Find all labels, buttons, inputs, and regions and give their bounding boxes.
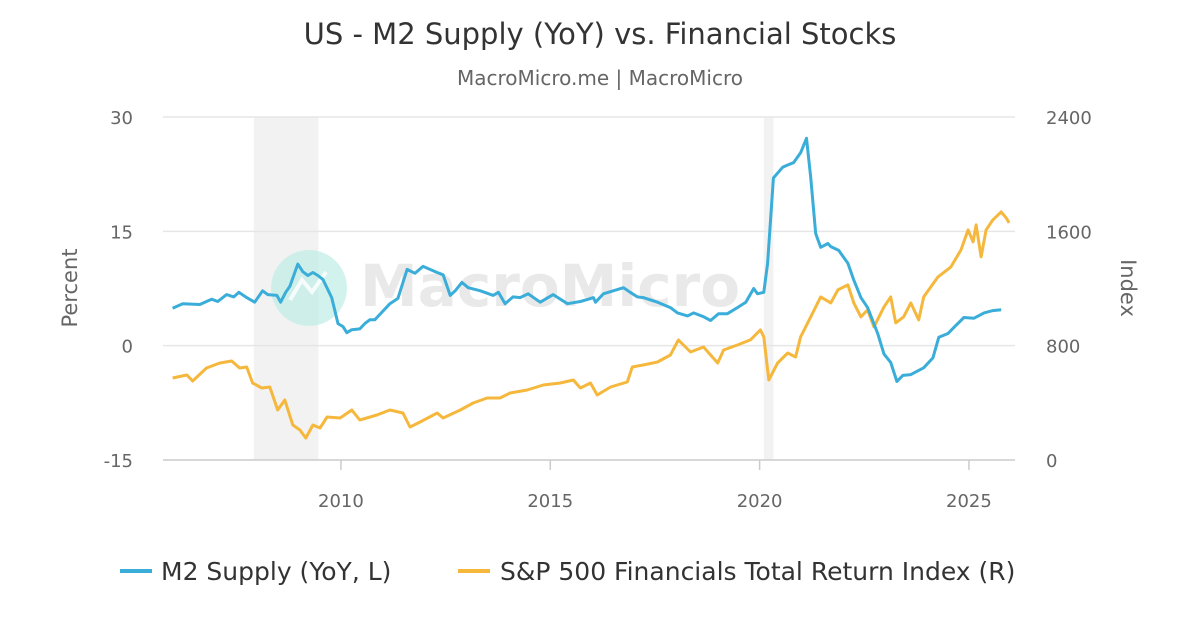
legend-item-financials[interactable]: S&P 500 Financials Total Return Index (R… bbox=[458, 557, 1015, 586]
x-tick-label: 2025 bbox=[946, 491, 992, 512]
watermark-text: MacroMicro bbox=[360, 252, 740, 320]
legend-item-m2[interactable]: M2 Supply (YoY, L) bbox=[120, 557, 391, 586]
legend-label-financials: S&P 500 Financials Total Return Index (R… bbox=[500, 557, 1015, 586]
y-left-tick-label: -15 bbox=[104, 451, 133, 472]
x-tick-label: 2010 bbox=[318, 491, 364, 512]
y-right-axis-title: Index bbox=[1116, 259, 1140, 317]
recession-shade bbox=[763, 117, 774, 460]
chart-subtitle: MacroMicro.me | MacroMicro bbox=[457, 66, 743, 90]
chart-title: US - M2 Supply (YoY) vs. Financial Stock… bbox=[304, 17, 897, 51]
legend-label-m2: M2 Supply (YoY, L) bbox=[161, 557, 391, 586]
y-right-tick-label: 2400 bbox=[1046, 108, 1092, 129]
series-line-m2 bbox=[171, 136, 1002, 383]
y-right-tick-label: 1600 bbox=[1046, 222, 1092, 243]
y-right-tick-label: 800 bbox=[1046, 337, 1080, 358]
y-right-tick-label: 0 bbox=[1046, 451, 1057, 472]
y-left-tick-label: 30 bbox=[110, 108, 133, 129]
y-left-tick-label: 0 bbox=[122, 337, 133, 358]
x-tick-label: 2015 bbox=[527, 491, 573, 512]
y-left-tick-label: 15 bbox=[110, 222, 133, 243]
x-tick-label: 2020 bbox=[737, 491, 783, 512]
legend: M2 Supply (YoY, L) S&P 500 Financials To… bbox=[120, 557, 1015, 586]
y-left-axis-title: Percent bbox=[58, 248, 82, 327]
watermark-logo: MacroMicro bbox=[271, 250, 740, 326]
series-line-financials bbox=[172, 210, 1011, 440]
